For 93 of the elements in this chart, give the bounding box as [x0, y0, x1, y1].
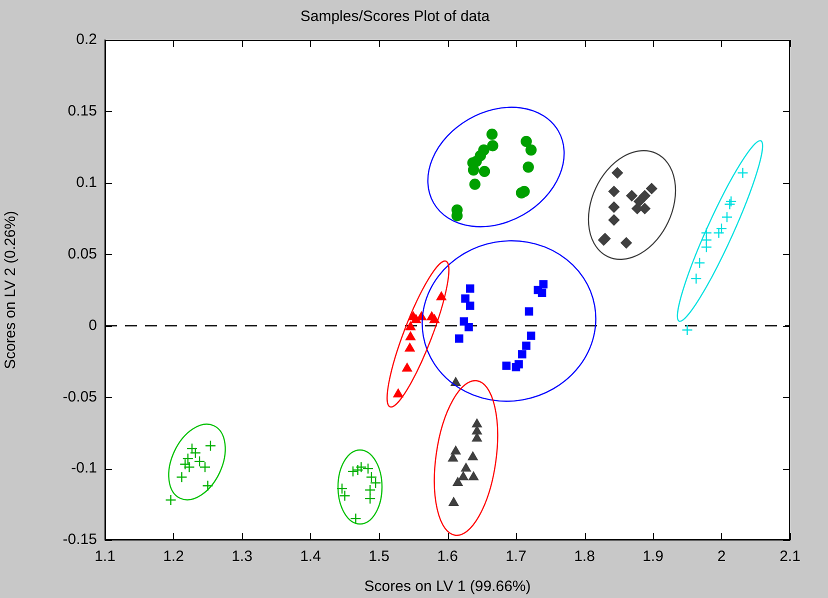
y-tick-label: -0.1 [71, 460, 97, 477]
x-tick-label: 2.1 [780, 548, 800, 566]
point [694, 257, 706, 268]
point [518, 350, 526, 358]
point [525, 144, 537, 156]
point [184, 462, 195, 473]
point [452, 477, 463, 486]
y-tick-label: 0.1 [76, 174, 97, 191]
point [393, 388, 404, 398]
point [468, 452, 478, 460]
point [406, 332, 416, 340]
point [646, 182, 658, 194]
point [626, 190, 638, 202]
x-tick-label: 1.4 [300, 548, 321, 566]
point [524, 307, 534, 316]
point [620, 237, 632, 248]
x-tick-label: 1.2 [163, 548, 184, 566]
point [347, 466, 359, 478]
point [436, 292, 446, 300]
point [204, 440, 216, 452]
point [364, 484, 376, 496]
point [478, 166, 490, 178]
point [487, 140, 498, 152]
point [461, 294, 470, 303]
x-axis-title: Scores on LV 1 (99.66%) [364, 578, 531, 596]
point [639, 190, 650, 202]
point [448, 497, 459, 506]
point [356, 462, 367, 473]
point [458, 472, 468, 480]
point [721, 212, 733, 223]
point [472, 426, 482, 435]
x-tick-label: 1.9 [642, 548, 664, 566]
point [202, 480, 214, 492]
point [469, 178, 480, 190]
point [612, 167, 623, 178]
point [522, 342, 530, 350]
y-tick-label: -0.05 [62, 388, 97, 406]
point [362, 462, 374, 474]
point [520, 136, 532, 148]
point [450, 446, 461, 455]
point [182, 452, 194, 464]
point [186, 442, 198, 454]
point [406, 322, 416, 330]
y-tick-label: 0.2 [76, 31, 97, 48]
point [466, 302, 474, 310]
point [512, 363, 520, 372]
x-tick-label: 1.1 [94, 548, 116, 566]
point [352, 464, 364, 476]
x-tick-label: 1.8 [574, 548, 595, 566]
point [608, 186, 620, 198]
y-tick-label: 0 [88, 316, 97, 334]
y-tick-label: 0.05 [68, 245, 97, 262]
point [608, 202, 620, 213]
point [468, 472, 478, 480]
x-tick-label: 2 [717, 548, 726, 566]
point [466, 284, 474, 293]
point [486, 128, 498, 140]
point [724, 198, 736, 210]
point [608, 214, 620, 226]
point [526, 332, 536, 340]
point [700, 242, 712, 253]
point [472, 418, 482, 428]
point [430, 314, 440, 324]
point [518, 186, 530, 198]
point [364, 492, 376, 504]
point [682, 324, 693, 336]
point [455, 334, 464, 343]
point [165, 494, 176, 506]
point [713, 227, 724, 238]
x-tick-label: 1.3 [232, 548, 252, 566]
point [350, 512, 362, 524]
point [538, 288, 546, 297]
point [411, 314, 421, 324]
point [737, 167, 748, 178]
x-tick-label: 1.6 [437, 548, 458, 566]
point [502, 362, 511, 370]
point [461, 462, 471, 472]
point [404, 342, 415, 352]
point [716, 222, 728, 234]
x-tick-label: 1.5 [368, 548, 390, 566]
point [464, 323, 473, 332]
x-tick-label: 1.7 [506, 548, 526, 566]
point [180, 458, 191, 470]
chart-title: Samples/Scores Plot of data [300, 8, 490, 26]
point [402, 362, 412, 372]
point [539, 280, 548, 288]
y-tick-label: -0.15 [62, 531, 97, 548]
point [522, 162, 534, 173]
y-tick-label: 0.15 [68, 102, 97, 120]
y-axis-title: Scores on LV 2 (0.26%) [2, 210, 20, 370]
point [725, 196, 737, 208]
point [176, 472, 188, 483]
point [690, 272, 702, 284]
